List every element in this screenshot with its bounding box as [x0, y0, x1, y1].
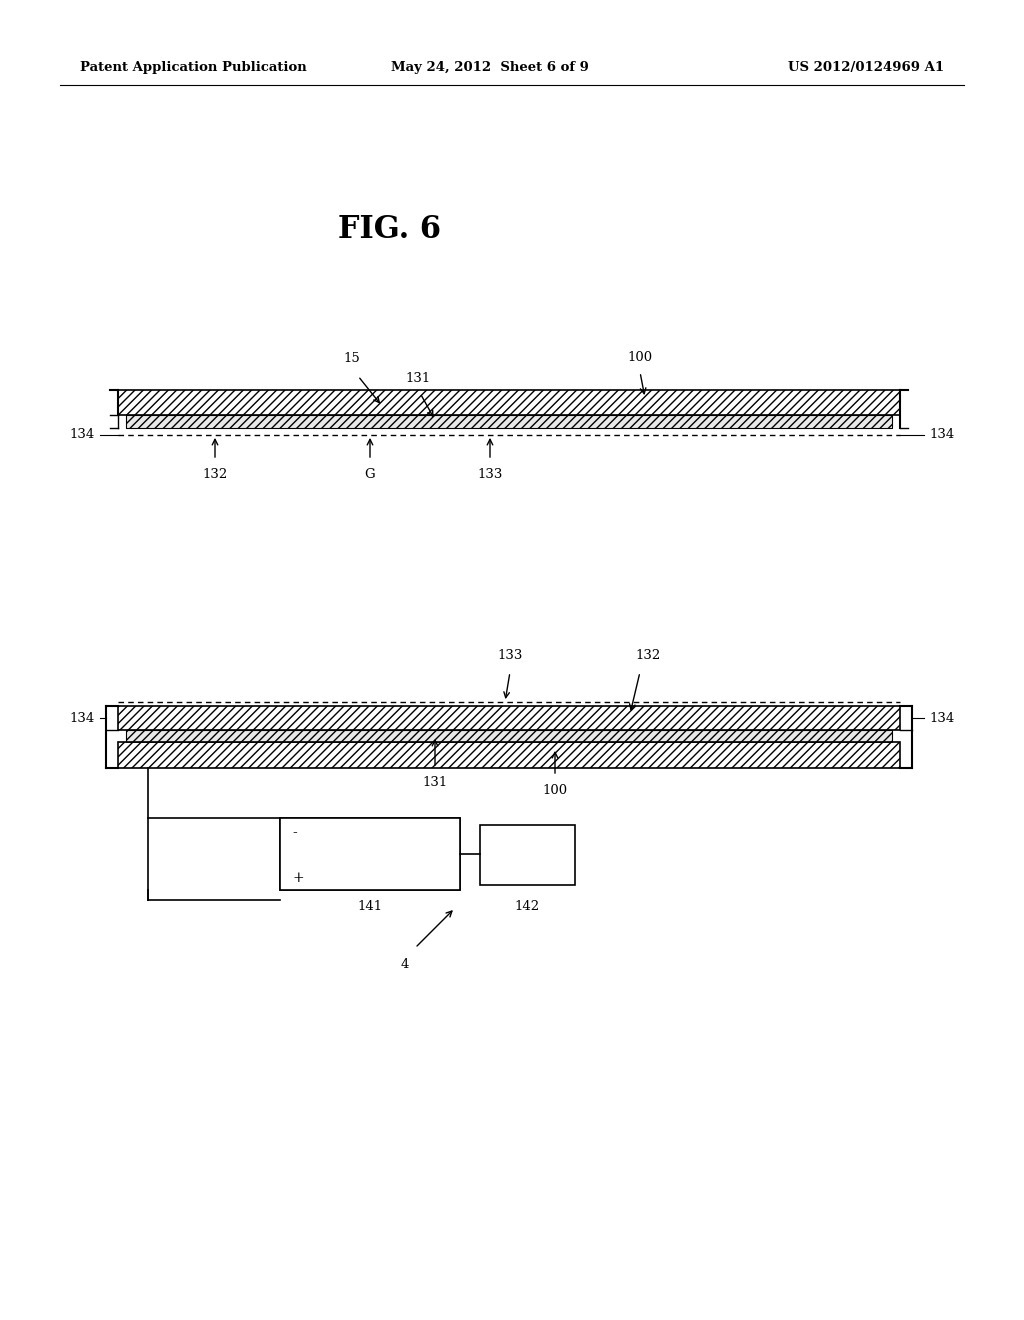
Text: 100: 100	[543, 784, 567, 797]
Text: 134: 134	[70, 429, 95, 441]
Text: 142: 142	[514, 900, 540, 913]
Text: 100: 100	[628, 351, 652, 364]
Text: 4: 4	[400, 958, 410, 972]
Bar	[118, 389, 900, 414]
Text: 133: 133	[477, 469, 503, 480]
Bar	[126, 730, 892, 742]
Text: G: G	[365, 469, 376, 480]
Text: 132: 132	[635, 649, 660, 663]
Text: 133: 133	[498, 649, 522, 663]
Bar	[126, 414, 892, 428]
Text: 131: 131	[406, 372, 431, 385]
Bar	[118, 706, 900, 730]
Text: 132: 132	[203, 469, 227, 480]
Text: May 24, 2012  Sheet 6 of 9: May 24, 2012 Sheet 6 of 9	[391, 62, 589, 74]
Text: 141: 141	[357, 900, 383, 913]
Bar	[280, 818, 460, 890]
Text: 134: 134	[70, 711, 95, 725]
Text: 134: 134	[929, 429, 954, 441]
Text: -: -	[292, 826, 297, 840]
Text: 131: 131	[422, 776, 447, 789]
Bar	[118, 742, 900, 768]
Bar	[480, 825, 575, 884]
Text: +: +	[292, 871, 304, 884]
Text: 134: 134	[929, 711, 954, 725]
Text: Patent Application Publication: Patent Application Publication	[80, 62, 307, 74]
Bar	[280, 818, 460, 890]
Text: US 2012/0124969 A1: US 2012/0124969 A1	[787, 62, 944, 74]
Text: FIG. 6: FIG. 6	[339, 214, 441, 246]
Text: 15: 15	[344, 352, 360, 366]
